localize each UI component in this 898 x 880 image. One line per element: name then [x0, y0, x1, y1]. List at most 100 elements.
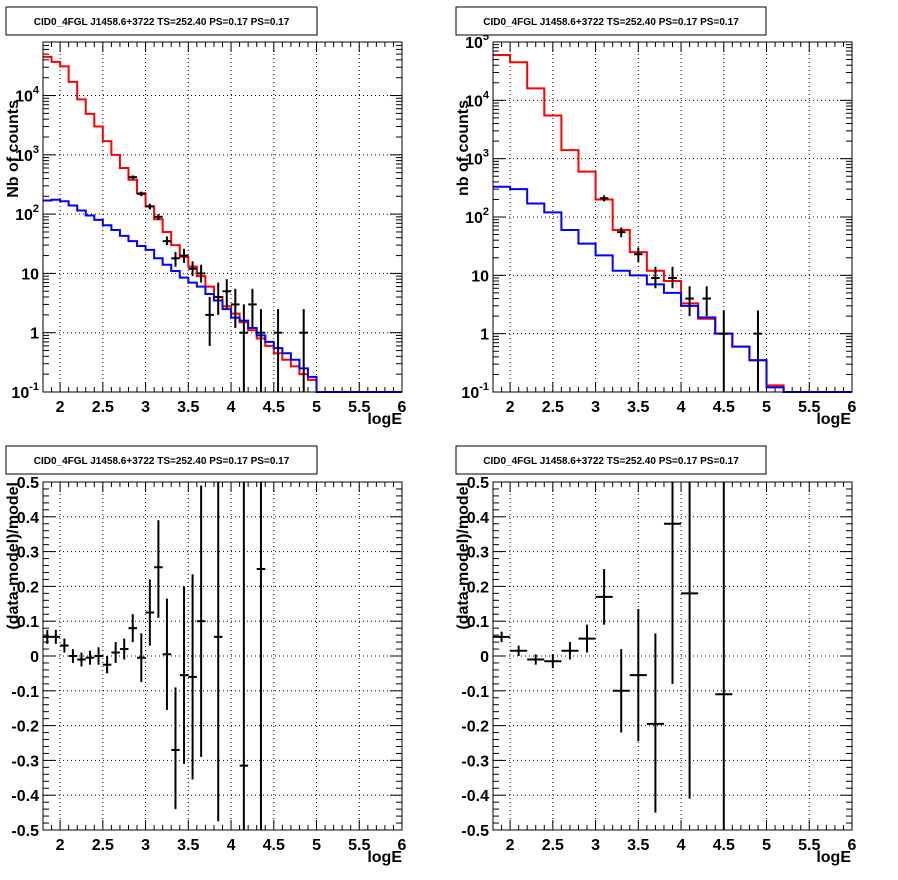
x-tick-label: 2 — [56, 837, 65, 854]
y-tick-label: 0.3 — [17, 545, 39, 562]
x-tick-label: 5 — [762, 399, 771, 416]
y-tick-label: -0.1 — [11, 684, 39, 701]
x-tick-label: 6 — [848, 399, 857, 416]
data-point — [60, 638, 69, 653]
y-tick-label: -0.4 — [461, 788, 489, 805]
chart-panel-1: 2 2.5 3 3.5 4 4.5 5 5.5 610-1110102103104logENb … — [5, 6, 407, 428]
data-point — [77, 652, 86, 667]
y-tick-exponent: 2 — [33, 203, 39, 215]
data-point — [629, 609, 647, 742]
x-tick-label: 4.5 — [263, 837, 285, 854]
x-tick-label: 3.5 — [177, 399, 199, 416]
y-axis-label: Nb of counts — [5, 100, 22, 198]
chart-title-box — [5, 445, 318, 475]
y-tick-label: 105 — [465, 31, 489, 52]
grid — [43, 42, 402, 392]
x-tick-label: 5.5 — [798, 399, 820, 416]
x-tick-label: 2 — [56, 399, 65, 416]
plot-frame — [42, 41, 403, 393]
data-point — [273, 309, 283, 392]
x-tick-label: 4.5 — [713, 837, 735, 854]
y-tick-label: -0.2 — [461, 719, 489, 736]
data-point — [753, 310, 763, 392]
x-tick-label: 5 — [762, 837, 771, 854]
y-tick-label: 102 — [465, 206, 489, 227]
x-tick-label: 3 — [591, 837, 600, 854]
data-point — [239, 482, 249, 830]
y-tick-label: -0.2 — [11, 719, 39, 736]
data-point — [162, 598, 172, 710]
data-point — [171, 687, 180, 810]
y-tick-label: -0.3 — [11, 753, 39, 770]
data-point — [68, 649, 78, 663]
data-point — [616, 227, 626, 238]
data-point — [196, 485, 206, 757]
x-axis-label: logE — [367, 849, 402, 866]
data-point — [213, 282, 223, 315]
x-tick-label: 2 — [506, 399, 515, 416]
x-tick-label: 6 — [398, 399, 407, 416]
series-line-1 — [43, 55, 402, 393]
axis-ticks — [42, 41, 403, 393]
y-tick-label: 0.3 — [467, 545, 489, 562]
y-tick-label: -0.4 — [11, 788, 39, 805]
x-tick-label: 4 — [677, 399, 686, 416]
x-tick-label: 3 — [591, 399, 600, 416]
y-tick-label: -0.5 — [461, 823, 489, 840]
data-point — [715, 482, 733, 830]
data-point — [527, 654, 545, 665]
x-tick-label: 4 — [677, 837, 686, 854]
data-point — [544, 654, 562, 669]
y-tick-label: 0 — [30, 649, 39, 666]
y-tick-label: 0.1 — [467, 614, 489, 631]
data-point — [137, 633, 146, 683]
data-point — [145, 579, 155, 646]
chart-title: CID0_4FGL J1458.6+3722 TS=252.40 PS=0.17… — [34, 17, 290, 28]
y-tick-base: 10 — [11, 385, 29, 402]
data-point — [493, 631, 511, 643]
plot-frame — [492, 41, 853, 393]
x-tick-label: 2 — [506, 837, 515, 854]
chart-title-box — [455, 6, 767, 36]
x-axis-label: logE — [367, 411, 402, 428]
data-point — [205, 297, 214, 346]
x-tick-label: 2.5 — [92, 399, 114, 416]
grid — [493, 42, 852, 392]
y-tick-label: 10-1 — [461, 381, 489, 402]
data-point — [179, 586, 189, 764]
data-point — [171, 251, 180, 267]
x-tick-label: 2.5 — [542, 837, 564, 854]
chart-title-box — [5, 6, 318, 36]
y-tick-base: 10 — [465, 210, 483, 227]
data-point — [685, 286, 694, 317]
data-point — [702, 286, 711, 317]
data-point — [213, 482, 223, 822]
data-point — [634, 247, 643, 262]
chart-panel-2: 2 2.5 3 3.5 4 4.5 5 5.5 610-1110102103104105logE… — [455, 6, 857, 428]
y-tick-label: 103 — [465, 148, 489, 169]
y-axis-label: (data-model)/model — [5, 482, 22, 630]
y-tick-label: 0.1 — [17, 614, 39, 631]
data-point — [137, 191, 146, 197]
x-tick-label: 4.5 — [263, 399, 285, 416]
y-tick-label: 104 — [15, 85, 40, 106]
y-tick-label: 1 — [30, 326, 39, 343]
x-tick-label: 3 — [141, 399, 150, 416]
x-tick-label: 5 — [312, 399, 321, 416]
plot-frame — [492, 481, 853, 831]
data-point — [179, 248, 189, 263]
series-line-2 — [43, 198, 402, 393]
y-axis-label: nb of counts — [455, 100, 472, 196]
y-tick-base: 10 — [461, 385, 479, 402]
data-point — [599, 195, 609, 202]
data-point — [128, 175, 138, 180]
x-tick-label: 4.5 — [713, 399, 735, 416]
data-point — [188, 574, 197, 780]
y-tick-label: 10 — [471, 268, 489, 285]
y-tick-exponent: 3 — [33, 144, 39, 156]
y-tick-exponent: 2 — [483, 206, 489, 218]
data-point — [145, 203, 155, 210]
axis-ticks — [42, 481, 403, 831]
chart-title: CID0_4FGL J1458.6+3722 TS=252.40 PS=0.17… — [483, 17, 739, 28]
